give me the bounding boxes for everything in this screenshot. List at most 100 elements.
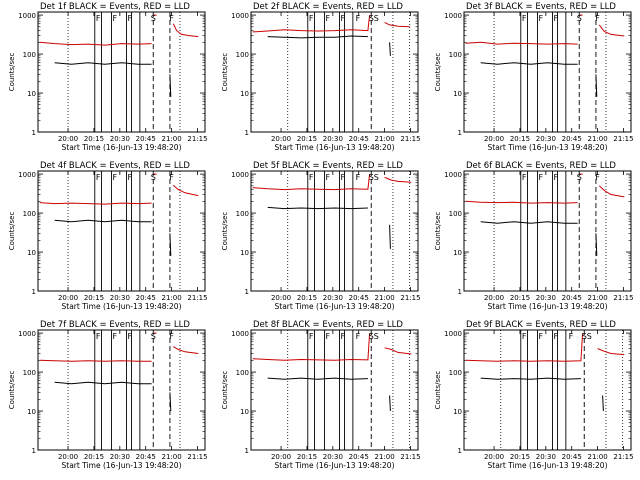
x-tick-label: 20:30 — [536, 294, 556, 302]
region-marker: S — [577, 173, 582, 182]
x-axis-label: Start Time (16-Jun-13 19:48:20) — [488, 143, 608, 152]
x-tick-label: 20:00 — [484, 453, 504, 461]
region-marker: F — [326, 332, 331, 341]
plot-frame — [250, 329, 419, 451]
events-rate-line — [54, 381, 152, 385]
panel-title: Det 8f BLACK = Events, RED = LLD — [253, 320, 403, 330]
region-marker: F — [356, 332, 361, 341]
y-tick-label: 1 — [32, 288, 36, 296]
x-tick-label: 21:00 — [588, 294, 608, 302]
region-marker: F — [309, 173, 314, 182]
region-marker: F — [595, 14, 600, 23]
events-rate-line — [267, 206, 368, 210]
region-marker: F — [341, 14, 346, 23]
plot-frame — [250, 170, 419, 292]
lld-rate-line — [39, 359, 152, 362]
panel-det-7f: Det 7f BLACK = Events, RED = LLD 1 10 100 10… — [8, 320, 208, 470]
panel-det-1f: Det 1f BLACK = Events, RED = LLD 1 10 100 10… — [8, 2, 208, 152]
lld-rate-line — [172, 184, 199, 197]
plot-frame — [37, 170, 206, 292]
lld-rate-line — [39, 202, 152, 205]
region-marker: S — [151, 173, 156, 182]
x-tick-label: 21:00 — [375, 453, 395, 461]
y-tick-label: 1000 — [444, 330, 462, 338]
x-tick-label: 21:00 — [375, 135, 395, 143]
y-tick-label: 100 — [23, 210, 36, 218]
x-tick-label: 20:00 — [271, 453, 291, 461]
y-tick-label: 1 — [245, 447, 249, 455]
y-tick-label: 1 — [32, 447, 36, 455]
region-marker: F — [309, 332, 314, 341]
lld-rate-line — [598, 185, 625, 198]
y-axis-label: Counts/sec — [8, 212, 16, 251]
x-tick-label: 20:00 — [58, 135, 78, 143]
region-marker: F — [554, 332, 559, 341]
region-marker: F — [356, 14, 361, 23]
x-tick-label: 20:00 — [484, 294, 504, 302]
x-tick-label: 20:30 — [536, 135, 556, 143]
x-axis-label: Start Time (16-Jun-13 19:48:20) — [62, 143, 182, 152]
y-tick-label: 100 — [23, 369, 36, 377]
x-tick-label: 20:15 — [84, 453, 104, 461]
region-marker: F — [326, 173, 331, 182]
x-axis-label: Start Time (16-Jun-13 19:48:20) — [275, 461, 395, 470]
x-tick-label: 21:00 — [588, 453, 608, 461]
lld-rate-line — [465, 41, 578, 45]
region-marker: S — [369, 332, 374, 341]
panel-title: Det 5f BLACK = Events, RED = LLD — [253, 161, 403, 171]
region-marker: S — [151, 14, 156, 23]
region-marker: F — [326, 14, 331, 23]
region-marker: F — [128, 332, 133, 341]
region-marker: F — [539, 332, 544, 341]
y-tick-label: 10 — [453, 408, 462, 416]
y-tick-label: 100 — [449, 210, 462, 218]
events-rate-line — [602, 395, 604, 412]
region-marker: F — [539, 173, 544, 182]
x-tick-label: 20:45 — [349, 453, 369, 461]
lld-rate-line — [173, 346, 199, 354]
y-tick-label: 1000 — [231, 330, 249, 338]
events-rate-line — [480, 377, 581, 380]
y-tick-label: 1000 — [18, 12, 36, 20]
y-tick-label: 10 — [453, 249, 462, 257]
events-rate-line — [480, 62, 578, 65]
region-marker: S — [374, 332, 379, 341]
y-tick-label: 100 — [449, 369, 462, 377]
region-marker: F — [96, 332, 101, 341]
x-tick-label: 20:00 — [58, 453, 78, 461]
region-marker: F — [522, 14, 527, 23]
x-tick-label: 21:00 — [162, 453, 182, 461]
x-tick-label: 20:15 — [510, 453, 530, 461]
x-tick-label: 20:45 — [562, 453, 582, 461]
x-axis-label: Start Time (16-Jun-13 19:48:20) — [62, 461, 182, 470]
region-marker: F — [522, 173, 527, 182]
region-marker: F — [169, 332, 174, 341]
y-axis-label: Counts/sec — [434, 53, 442, 92]
events-rate-line — [595, 74, 598, 97]
lld-rate-line — [252, 15, 371, 33]
region-marker: F — [356, 173, 361, 182]
x-tick-label: 21:15 — [400, 453, 420, 461]
x-tick-label: 20:15 — [510, 135, 530, 143]
plot-frame — [37, 11, 206, 133]
region-marker: F — [128, 173, 133, 182]
x-tick-label: 20:30 — [323, 135, 343, 143]
y-tick-label: 10 — [240, 249, 249, 257]
y-tick-label: 10 — [27, 408, 36, 416]
events-rate-line — [54, 219, 152, 223]
panel-title: Det 7f BLACK = Events, RED = LLD — [40, 320, 190, 330]
plot-frame — [250, 11, 419, 133]
x-tick-label: 20:30 — [536, 453, 556, 461]
y-axis-label: Counts/sec — [221, 212, 229, 251]
lld-rate-line — [384, 347, 412, 355]
y-tick-label: 1 — [458, 288, 462, 296]
panel-det-9f: Det 9f BLACK = Events, RED = LLD 1 10 100 10… — [434, 320, 634, 470]
region-marker: S — [374, 173, 379, 182]
region-marker: F — [554, 173, 559, 182]
y-tick-label: 100 — [23, 51, 36, 59]
region-marker: F — [522, 332, 527, 341]
region-marker: S — [369, 14, 374, 23]
events-rate-line — [480, 221, 578, 224]
x-axis-label: Start Time (16-Jun-13 19:48:20) — [275, 143, 395, 152]
